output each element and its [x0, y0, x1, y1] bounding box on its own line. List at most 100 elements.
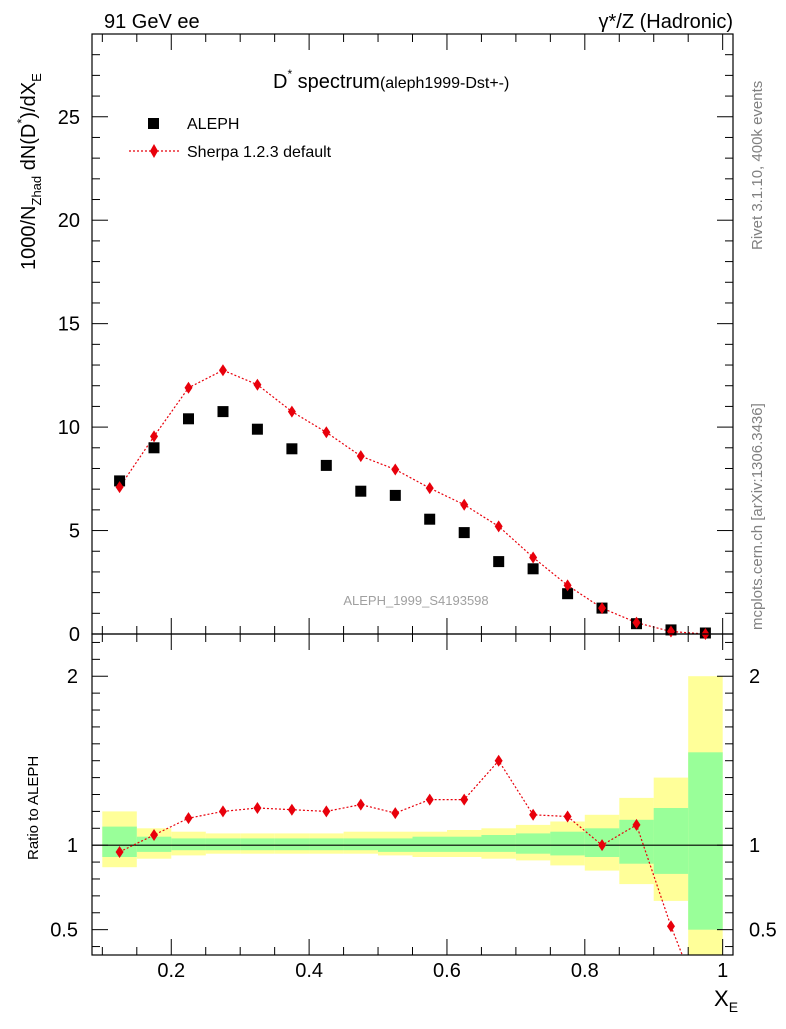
y-tick-label: 10: [58, 417, 80, 439]
uncertainty-band-green: [171, 838, 206, 851]
y-axis-label-top-f: E: [29, 73, 44, 82]
ratio-y-tick-label-left: 1: [67, 835, 78, 857]
y-tick-label: 20: [58, 210, 80, 232]
header-right-label: γ*/Z (Hadronic): [599, 11, 733, 33]
ratio-point: [115, 845, 124, 858]
ratio-point: [150, 829, 159, 842]
aleph-point: [320, 459, 332, 471]
legend-sherpa-label: Sherpa 1.2.3 default: [187, 144, 332, 161]
sherpa-point: [460, 498, 469, 511]
plot-title-rest: spectrum: [292, 71, 380, 93]
legend-aleph-label: ALEPH: [187, 116, 239, 133]
uncertainty-band-green: [447, 836, 482, 852]
rivet-version-label: Rivet 3.1.10, 400k events: [749, 81, 766, 250]
aleph-point: [148, 442, 160, 454]
plot-title-tag: (aleph1999-Dst+-): [380, 75, 509, 92]
legend-aleph-marker: [148, 118, 159, 129]
ratio-point: [253, 802, 262, 815]
aleph-point: [424, 513, 436, 525]
plot-title: D* spectrum(aleph1999-Dst+-): [273, 67, 509, 93]
y-axis-label-top: 1000/NZhad dN(D*)/dXE: [14, 73, 44, 270]
ratio-point: [184, 812, 193, 825]
ratio-point: [563, 810, 572, 823]
ratio-panel-frame: [91, 633, 734, 956]
ratio-y-tick-label-left: 0.5: [50, 920, 78, 942]
y-tick-label: 0: [69, 624, 80, 646]
uncertainty-band-green: [240, 838, 275, 851]
uncertainty-band-green: [343, 838, 379, 851]
ratio-point: [425, 793, 434, 806]
sherpa-line: [119, 369, 706, 635]
x-tick-label: 0.2: [157, 960, 185, 982]
legend: ALEPH Sherpa 1.2.3 default: [129, 116, 332, 161]
ratio-point: [356, 798, 365, 811]
y-tick-label: 15: [58, 314, 80, 336]
sherpa-point: [184, 381, 193, 394]
uncertainty-band-green: [688, 752, 723, 930]
plot-title-main: D: [273, 71, 287, 93]
aleph-point: [562, 588, 574, 600]
ratio-point: [391, 807, 400, 820]
ratio-point: [218, 805, 227, 818]
uncertainty-band-green: [136, 836, 172, 852]
mcplots-label: mcplots.cern.ch [arXiv:1306.3436]: [749, 403, 766, 630]
plot-title-sup: *: [287, 67, 292, 81]
x-tick-label: 0.6: [433, 960, 461, 982]
y-axis-label-top-d: *: [14, 119, 29, 124]
sherpa-point: [218, 364, 227, 377]
aleph-point: [527, 563, 539, 575]
aleph-point: [493, 556, 505, 568]
aleph-point: [183, 413, 194, 425]
uncertainty-band-green: [309, 838, 344, 851]
ratio-y-tick-label-right: 1: [749, 835, 760, 857]
ratio-point: [322, 805, 331, 818]
x-tick-label: 0.8: [571, 960, 599, 982]
sherpa-point: [150, 430, 159, 443]
x-axis-label-main: X: [714, 986, 729, 1011]
header-left-label: 91 GeV ee: [104, 11, 200, 33]
y-tick-label: 5: [69, 521, 80, 543]
sherpa-point: [287, 405, 296, 418]
sherpa-point: [598, 602, 607, 615]
ratio-line: [119, 759, 683, 955]
sherpa-point: [322, 426, 331, 439]
x-axis-label-sub: E: [729, 999, 738, 1015]
sherpa-point: [563, 579, 572, 592]
aleph-point: [217, 406, 229, 418]
sherpa-point: [115, 481, 124, 494]
ratio-panel: 0.5 0.5 1 1 2 2 0.2 0.4 0.6 0.8 1 Ratio to ALEPH X…: [25, 633, 777, 1015]
ratio-point: [460, 793, 469, 806]
ratio-point: [494, 754, 503, 767]
aleph-point: [114, 475, 126, 487]
sherpa-point: [632, 616, 641, 629]
ratio-point: [666, 920, 675, 933]
legend-sherpa-marker: [150, 144, 158, 158]
aleph-point: [355, 485, 367, 497]
sherpa-point: [529, 551, 538, 564]
analysis-id-label: ALEPH_1999_S4193598: [343, 593, 488, 608]
y-axis-label-top-e: )/dX: [18, 82, 40, 119]
aleph-point: [458, 527, 470, 539]
sherpa-point: [391, 463, 400, 476]
x-tick-label: 0.4: [295, 960, 323, 982]
ratio-point: [598, 839, 607, 852]
aleph-point: [286, 443, 298, 455]
aleph-point: [389, 489, 401, 501]
uncertainty-band-green: [481, 835, 516, 852]
y-axis-label-top-a: 1000/N: [18, 206, 40, 271]
y-axis-label-bottom: Ratio to ALEPH: [25, 756, 42, 860]
x-tick-label: 1: [717, 960, 728, 982]
x-axis-label: XE: [714, 986, 738, 1015]
uncertainty-band-green: [205, 838, 241, 851]
ratio-point: [632, 818, 641, 831]
uncertainty-band-green: [515, 833, 551, 854]
ratio-y-tick-label-left: 2: [67, 666, 78, 688]
ratio-point: [287, 803, 296, 816]
y-tick-label: 25: [58, 107, 80, 129]
aleph-point: [251, 423, 263, 435]
uncertainty-band-green: [412, 836, 447, 852]
sherpa-point: [253, 378, 262, 391]
y-axis-label-top-b: Zhad: [29, 176, 44, 206]
